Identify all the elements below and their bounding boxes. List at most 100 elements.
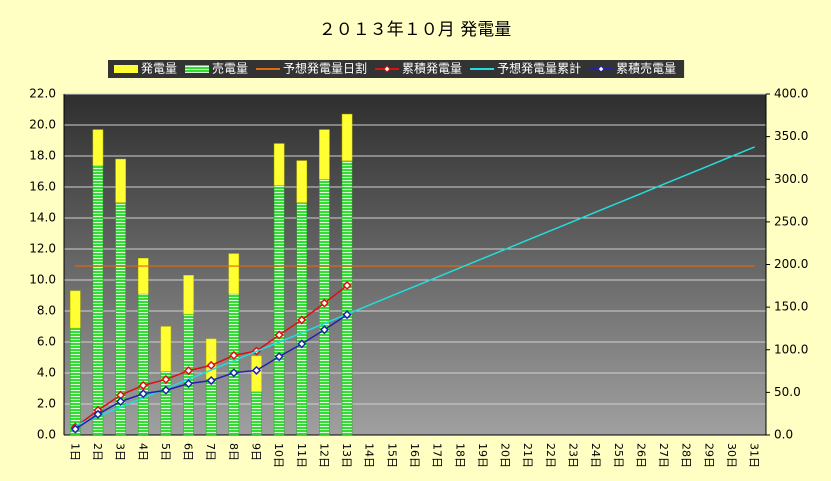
marker xyxy=(297,315,307,325)
legend-swatch xyxy=(185,65,210,73)
y-tick-label: 18.0 xyxy=(29,149,56,163)
bar-segment xyxy=(273,143,285,186)
x-tick-label: 21日 xyxy=(521,443,534,468)
y-tick-label: 12.0 xyxy=(29,242,56,256)
marker xyxy=(206,375,216,386)
marker xyxy=(319,298,329,308)
legend-label: 売電量 xyxy=(212,61,248,76)
marker xyxy=(93,409,103,419)
x-tick-label: 29日 xyxy=(702,443,715,468)
x-tick-label: 16日 xyxy=(408,443,421,468)
y2-tick-label: 250.0 xyxy=(774,214,808,228)
x-tick-label: 9日 xyxy=(249,443,262,461)
legend-label: 累積売電量 xyxy=(616,61,676,76)
x-tick-label: 17日 xyxy=(431,443,444,468)
x-tick-label: 19日 xyxy=(476,443,489,468)
bar-segment xyxy=(228,293,240,436)
x-tick-label: 11日 xyxy=(295,443,308,468)
marker xyxy=(116,396,126,407)
y2-tick-label: 350.0 xyxy=(774,129,808,143)
legend-swatch xyxy=(114,65,138,73)
marker xyxy=(297,339,307,349)
marker xyxy=(274,352,284,362)
x-tick-label: 24日 xyxy=(589,443,602,468)
marker xyxy=(274,330,284,340)
y2-tick-label: 400.0 xyxy=(774,87,808,101)
legend-label: 予想発電量累計 xyxy=(497,61,581,76)
x-tick-label: 4日 xyxy=(136,443,149,461)
x-tick-label: 28日 xyxy=(680,443,693,468)
x-tick-label: 25日 xyxy=(612,443,625,468)
x-tick-label: 1日 xyxy=(68,443,81,461)
bar-segment xyxy=(319,129,330,180)
bar-segment xyxy=(273,185,285,436)
x-tick-label: 26日 xyxy=(634,443,647,468)
x-tick-label: 5日 xyxy=(159,443,172,461)
y-tick-label: 20.0 xyxy=(29,118,56,132)
x-tick-label: 18日 xyxy=(453,443,466,468)
legend-label: 発電量 xyxy=(141,62,177,76)
bar-segment xyxy=(92,129,104,166)
bar-segment xyxy=(205,378,217,436)
marker xyxy=(229,368,239,378)
marker xyxy=(229,350,239,360)
marker xyxy=(251,365,262,375)
y-tick-label: 8.0 xyxy=(37,304,56,318)
marker xyxy=(70,424,80,434)
bar-segment xyxy=(115,158,126,203)
bar-segment xyxy=(251,391,262,436)
bar-segment xyxy=(92,165,104,436)
y2-tick-label: 100.0 xyxy=(774,342,808,356)
bar-segment xyxy=(160,326,172,372)
x-tick-label: 6日 xyxy=(182,443,195,461)
y2-tick-label: 150.0 xyxy=(774,300,808,314)
y-tick-label: 14.0 xyxy=(29,211,56,225)
bar-segment xyxy=(138,258,149,295)
x-tick-label: 31日 xyxy=(748,443,761,468)
chart-title: ２０１３年１０月 発電量 xyxy=(319,20,511,40)
marker xyxy=(138,380,148,390)
bar-segment xyxy=(70,327,81,436)
bar-segment xyxy=(296,160,308,203)
legend-marker xyxy=(383,65,391,73)
x-tick-label: 23日 xyxy=(567,443,580,468)
bar-segment xyxy=(341,160,353,436)
legend-label: 予想発電量日割 xyxy=(283,61,367,76)
bar-segment xyxy=(228,253,240,295)
bar-segment xyxy=(138,293,149,436)
marker xyxy=(138,389,148,399)
marker xyxy=(319,325,329,335)
plot-area xyxy=(64,94,766,435)
y-tick-label: 2.0 xyxy=(37,397,56,411)
marker xyxy=(161,385,171,395)
x-tick-label: 2日 xyxy=(91,443,104,461)
x-tick-label: 22日 xyxy=(544,443,557,468)
x-tick-label: 20日 xyxy=(499,443,512,468)
y2-tick-label: 200.0 xyxy=(774,257,808,271)
x-tick-label: 10日 xyxy=(272,443,285,468)
y-tick-label: 0.0 xyxy=(37,428,56,442)
marker xyxy=(206,360,216,370)
y-tick-label: 6.0 xyxy=(37,335,56,349)
x-tick-label: 14日 xyxy=(363,443,376,468)
x-tick-label: 12日 xyxy=(317,443,330,468)
bar-segment xyxy=(70,290,81,329)
legend-label: 累積発電量 xyxy=(402,61,462,76)
y2-tick-label: 0.0 xyxy=(774,428,793,442)
x-tick-label: 8日 xyxy=(227,443,240,461)
marker xyxy=(342,310,352,320)
y2-tick-label: 50.0 xyxy=(774,385,801,399)
x-tick-label: 15日 xyxy=(385,443,398,468)
bar-segment xyxy=(205,338,217,380)
y-tick-label: 22.0 xyxy=(29,87,56,101)
marker xyxy=(183,366,194,376)
x-tick-label: 13日 xyxy=(340,443,353,468)
x-tick-label: 30日 xyxy=(725,443,738,468)
bar-segment xyxy=(183,275,194,315)
bar-segment xyxy=(341,113,353,161)
legend-marker xyxy=(597,65,605,73)
marker xyxy=(342,280,352,291)
x-tick-label: 27日 xyxy=(657,443,670,468)
y-tick-label: 4.0 xyxy=(37,366,56,380)
